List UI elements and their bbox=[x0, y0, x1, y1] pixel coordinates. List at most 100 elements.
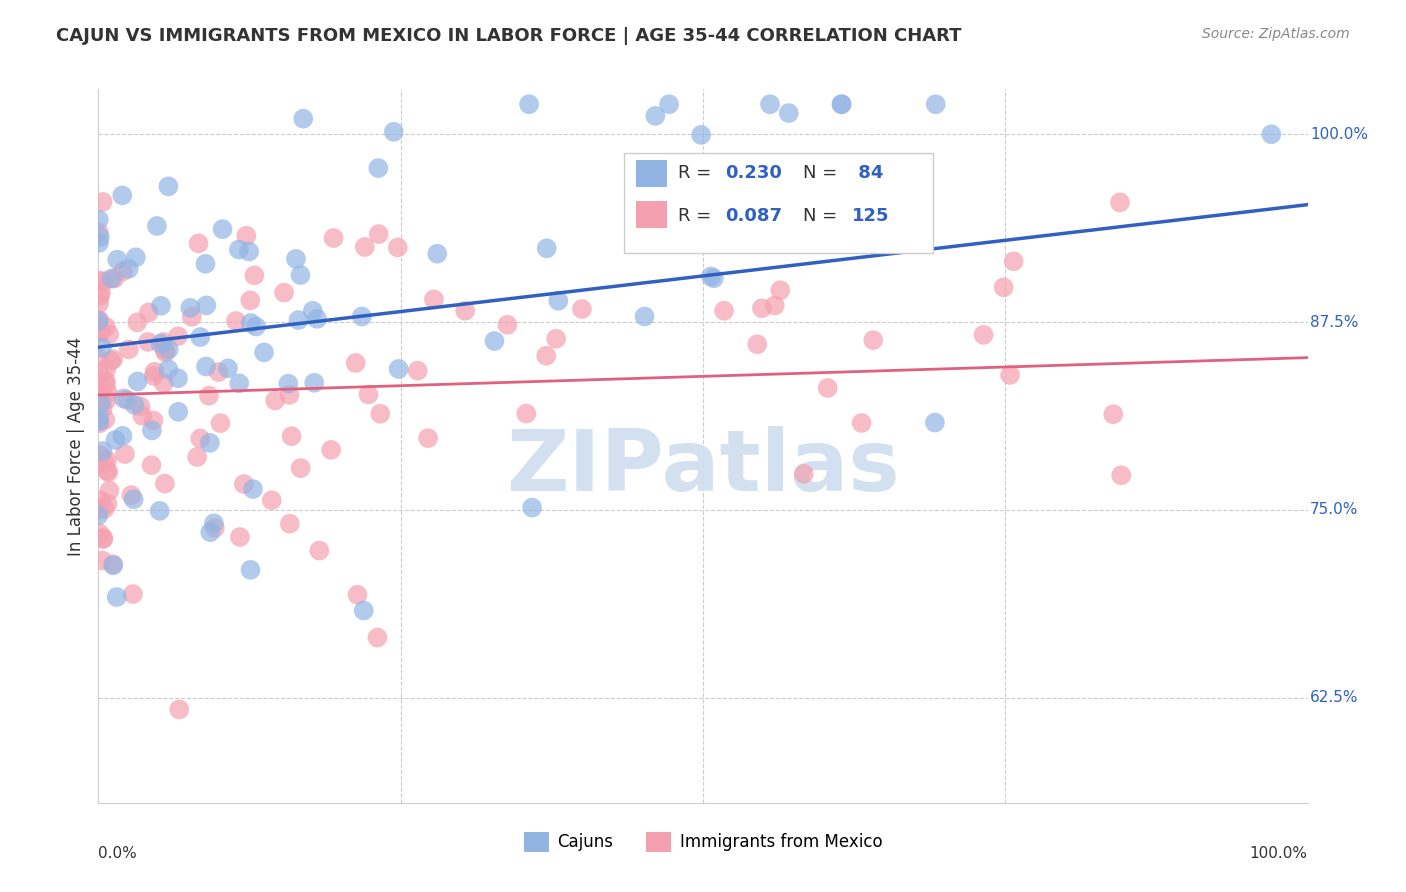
Point bbox=[769, 283, 792, 297]
Point bbox=[188, 432, 211, 446]
Point bbox=[94, 374, 117, 388]
Point bbox=[851, 416, 873, 430]
Point bbox=[87, 235, 110, 250]
Point bbox=[290, 461, 312, 475]
Point bbox=[998, 368, 1021, 382]
Point bbox=[89, 493, 111, 508]
Point bbox=[925, 97, 948, 112]
Point bbox=[93, 274, 115, 288]
Point bbox=[96, 362, 118, 376]
Point bbox=[180, 310, 202, 324]
Point bbox=[87, 226, 110, 240]
Point bbox=[350, 310, 373, 324]
Point bbox=[87, 377, 110, 392]
Point bbox=[167, 371, 190, 385]
Point bbox=[91, 444, 114, 458]
Point bbox=[101, 352, 124, 367]
Point bbox=[87, 351, 110, 365]
Point bbox=[103, 558, 125, 573]
Text: CAJUN VS IMMIGRANTS FROM MEXICO IN LABOR FORCE | AGE 35-44 CORRELATION CHART: CAJUN VS IMMIGRANTS FROM MEXICO IN LABOR… bbox=[56, 27, 962, 45]
Point bbox=[368, 407, 391, 421]
Point bbox=[484, 334, 506, 348]
Point bbox=[239, 293, 262, 308]
Point bbox=[141, 458, 163, 472]
Point bbox=[127, 375, 149, 389]
Text: 100.0%: 100.0% bbox=[1310, 127, 1368, 142]
Point bbox=[118, 261, 141, 276]
Text: 84: 84 bbox=[852, 164, 883, 182]
Point bbox=[690, 128, 713, 142]
Point bbox=[207, 365, 229, 379]
Point bbox=[713, 303, 735, 318]
Point bbox=[633, 310, 655, 324]
Text: R =: R = bbox=[678, 164, 717, 182]
Point bbox=[546, 332, 568, 346]
Point bbox=[793, 467, 815, 481]
Point bbox=[90, 325, 112, 339]
Point bbox=[127, 315, 149, 329]
Point bbox=[143, 365, 166, 379]
Point bbox=[346, 588, 368, 602]
Point bbox=[96, 453, 118, 467]
Point bbox=[136, 334, 159, 349]
Point bbox=[644, 109, 666, 123]
Point bbox=[454, 303, 477, 318]
Point bbox=[759, 97, 782, 112]
Bar bbox=[637, 160, 666, 187]
Point bbox=[239, 316, 262, 330]
Point bbox=[239, 563, 262, 577]
Point bbox=[277, 376, 299, 391]
Point bbox=[204, 521, 226, 535]
Point bbox=[423, 293, 446, 307]
Point bbox=[924, 416, 946, 430]
Point bbox=[1260, 128, 1282, 142]
Point bbox=[89, 323, 111, 337]
Point bbox=[97, 385, 120, 400]
Point bbox=[153, 343, 176, 358]
Point bbox=[114, 447, 136, 461]
Point bbox=[93, 455, 115, 469]
Point bbox=[100, 354, 122, 368]
Point bbox=[225, 314, 247, 328]
Point bbox=[157, 362, 180, 376]
Point bbox=[322, 231, 344, 245]
Point bbox=[111, 188, 134, 202]
Point bbox=[100, 271, 122, 285]
Point bbox=[152, 334, 174, 349]
Point bbox=[1002, 254, 1025, 268]
Point bbox=[778, 106, 800, 120]
Point bbox=[122, 492, 145, 507]
Point bbox=[747, 337, 769, 351]
Point bbox=[142, 369, 165, 384]
Point bbox=[388, 362, 411, 376]
Point bbox=[91, 532, 114, 546]
Point bbox=[228, 376, 250, 391]
Point bbox=[235, 228, 257, 243]
Text: 100.0%: 100.0% bbox=[1250, 846, 1308, 861]
Point bbox=[87, 414, 110, 428]
Point bbox=[105, 252, 128, 267]
Point bbox=[105, 590, 128, 604]
Text: 0.087: 0.087 bbox=[724, 207, 782, 225]
Point bbox=[285, 252, 308, 266]
Point bbox=[112, 392, 135, 406]
Point bbox=[122, 587, 145, 601]
Point bbox=[245, 319, 267, 334]
Point bbox=[90, 448, 112, 462]
Point bbox=[157, 343, 180, 357]
Point bbox=[87, 273, 110, 287]
Text: Source: ZipAtlas.com: Source: ZipAtlas.com bbox=[1202, 27, 1350, 41]
Point bbox=[1109, 195, 1132, 210]
Point bbox=[700, 269, 723, 284]
Point bbox=[89, 502, 111, 516]
Point bbox=[357, 387, 380, 401]
Point bbox=[278, 388, 301, 402]
Point bbox=[198, 389, 221, 403]
Point bbox=[232, 477, 254, 491]
Point bbox=[91, 553, 114, 567]
Point bbox=[87, 410, 110, 425]
Point bbox=[517, 97, 540, 112]
Point bbox=[97, 497, 120, 511]
Point bbox=[149, 299, 172, 313]
Text: 62.5%: 62.5% bbox=[1310, 690, 1358, 706]
